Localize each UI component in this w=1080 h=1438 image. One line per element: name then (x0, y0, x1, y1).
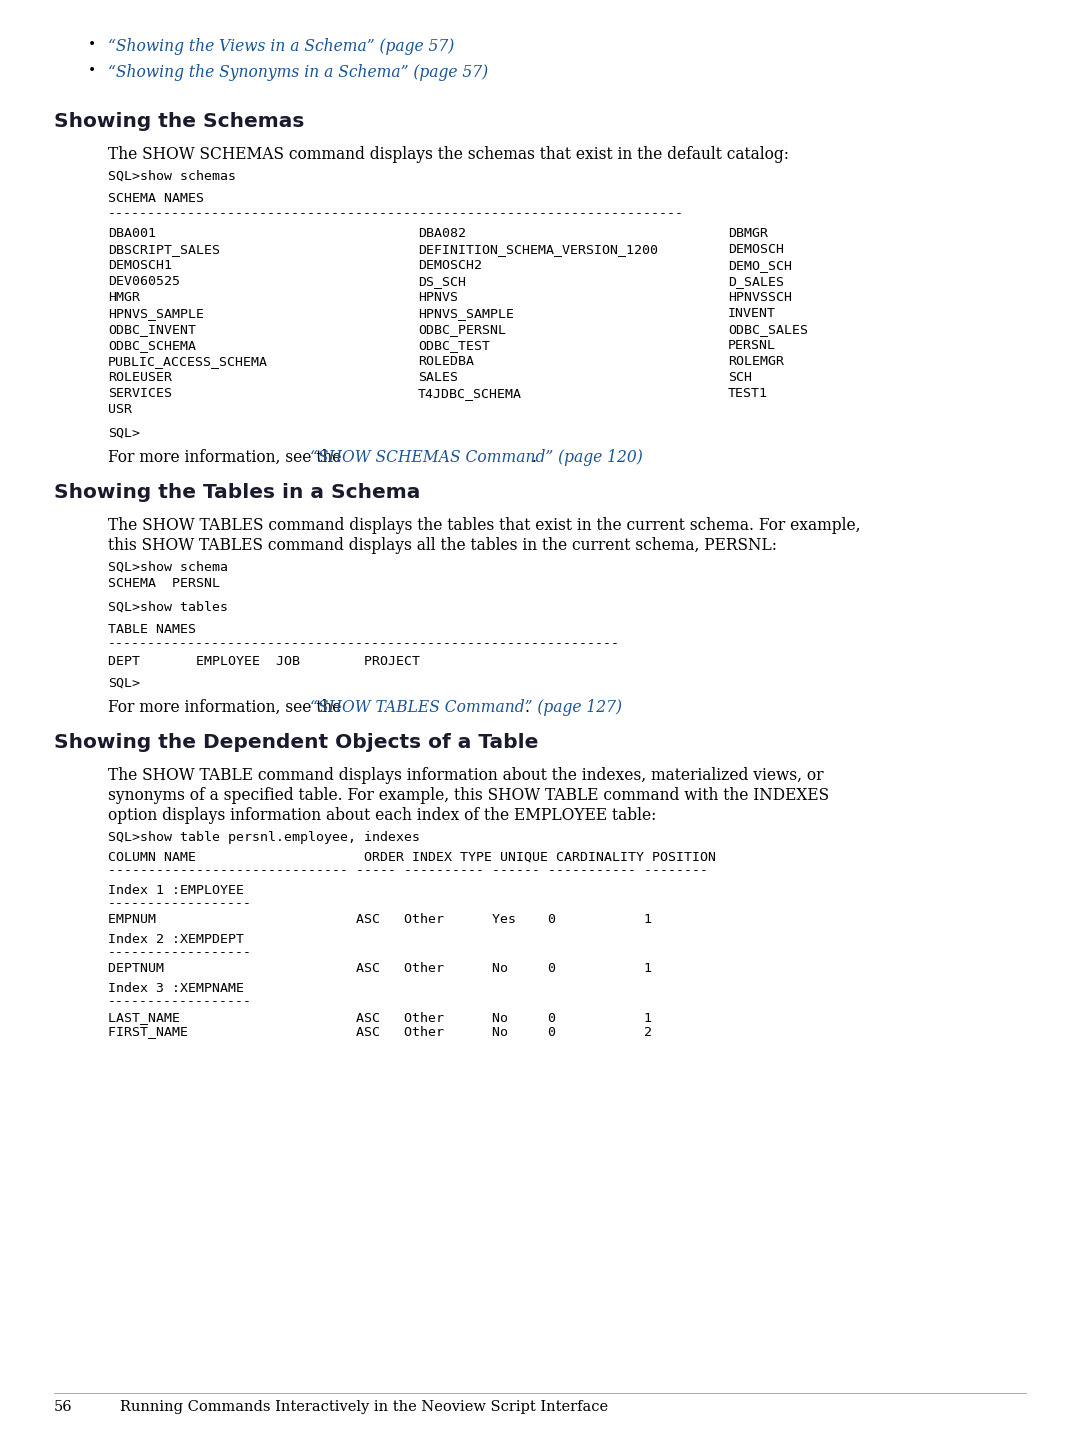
Text: The SHOW TABLES command displays the tables that exist in the current schema. Fo: The SHOW TABLES command displays the tab… (108, 518, 861, 533)
Text: DEFINITION_SCHEMA_VERSION_1200: DEFINITION_SCHEMA_VERSION_1200 (418, 243, 658, 256)
Text: Running Commands Interactively in the Neoview Script Interface: Running Commands Interactively in the Ne… (120, 1401, 608, 1414)
Text: ODBC_SCHEMA: ODBC_SCHEMA (108, 339, 195, 352)
Text: .: . (525, 699, 529, 716)
Text: ROLEDBA: ROLEDBA (418, 355, 474, 368)
Text: T4JDBC_SCHEMA: T4JDBC_SCHEMA (418, 387, 522, 400)
Text: “Showing the Synonyms in a Schema” (page 57): “Showing the Synonyms in a Schema” (page… (108, 65, 488, 81)
Text: “SHOW SCHEMAS Command” (page 120): “SHOW SCHEMAS Command” (page 120) (310, 449, 643, 466)
Text: SQL>: SQL> (108, 677, 140, 690)
Text: “SHOW TABLES Command” (page 127): “SHOW TABLES Command” (page 127) (310, 699, 622, 716)
Text: Showing the Dependent Objects of a Table: Showing the Dependent Objects of a Table (54, 733, 538, 752)
Text: LAST_NAME                      ASC   Other      No     0           1: LAST_NAME ASC Other No 0 1 (108, 1011, 652, 1024)
Text: ROLEMGR: ROLEMGR (728, 355, 784, 368)
Text: SQL>show schema: SQL>show schema (108, 561, 228, 574)
Text: Index 1 :EMPLOYEE: Index 1 :EMPLOYEE (108, 884, 244, 897)
Text: For more information, see the: For more information, see the (108, 449, 347, 466)
Text: HPNVS_SAMPLE: HPNVS_SAMPLE (418, 306, 514, 321)
Text: ODBC_INVENT: ODBC_INVENT (108, 324, 195, 336)
Text: Showing the Schemas: Showing the Schemas (54, 112, 305, 131)
Text: ROLEUSER: ROLEUSER (108, 371, 172, 384)
Text: HPNVSSCH: HPNVSSCH (728, 290, 792, 303)
Text: ODBC_SALES: ODBC_SALES (728, 324, 808, 336)
Text: SQL>show schemas: SQL>show schemas (108, 170, 237, 183)
Text: DEV060525: DEV060525 (108, 275, 180, 288)
Text: DBSCRIPT_SALES: DBSCRIPT_SALES (108, 243, 220, 256)
Text: SCHEMA  PERSNL: SCHEMA PERSNL (108, 577, 220, 590)
Text: For more information, see the: For more information, see the (108, 699, 347, 716)
Text: DBA001: DBA001 (108, 227, 156, 240)
Text: ODBC_TEST: ODBC_TEST (418, 339, 490, 352)
Text: TEST1: TEST1 (728, 387, 768, 400)
Text: PERSNL: PERSNL (728, 339, 777, 352)
Text: SQL>show tables: SQL>show tables (108, 601, 228, 614)
Text: 56: 56 (54, 1401, 72, 1414)
Text: DEPTNUM                        ASC   Other      No     0           1: DEPTNUM ASC Other No 0 1 (108, 962, 652, 975)
Text: DEMOSCH1: DEMOSCH1 (108, 259, 172, 272)
Text: The SHOW TABLE command displays information about the indexes, materialized view: The SHOW TABLE command displays informat… (108, 766, 824, 784)
Text: DEMO_SCH: DEMO_SCH (728, 259, 792, 272)
Text: DEMOSCH: DEMOSCH (728, 243, 784, 256)
Text: FIRST_NAME                     ASC   Other      No     0           2: FIRST_NAME ASC Other No 0 2 (108, 1025, 652, 1038)
Text: ------------------: ------------------ (108, 995, 252, 1008)
Text: ------------------------------------------------------------------------: ----------------------------------------… (108, 207, 684, 220)
Text: ODBC_PERSNL: ODBC_PERSNL (418, 324, 507, 336)
Text: DEMOSCH2: DEMOSCH2 (418, 259, 482, 272)
Text: “Showing the Views in a Schema” (page 57): “Showing the Views in a Schema” (page 57… (108, 37, 455, 55)
Text: SALES: SALES (418, 371, 458, 384)
Text: D_SALES: D_SALES (728, 275, 784, 288)
Text: USR: USR (108, 403, 132, 416)
Text: ------------------: ------------------ (108, 946, 252, 959)
Text: HPNVS: HPNVS (418, 290, 458, 303)
Text: ----------------------------------------------------------------: ----------------------------------------… (108, 637, 620, 650)
Text: SCH: SCH (728, 371, 752, 384)
Text: DBA082: DBA082 (418, 227, 465, 240)
Text: •: • (87, 37, 96, 52)
Text: EMPNUM                         ASC   Other      Yes    0           1: EMPNUM ASC Other Yes 0 1 (108, 913, 652, 926)
Text: .: . (531, 449, 537, 466)
Text: HPNVS_SAMPLE: HPNVS_SAMPLE (108, 306, 204, 321)
Text: INVENT: INVENT (728, 306, 777, 321)
Text: Index 2 :XEMPDEPT: Index 2 :XEMPDEPT (108, 933, 244, 946)
Text: PUBLIC_ACCESS_SCHEMA: PUBLIC_ACCESS_SCHEMA (108, 355, 268, 368)
Text: ------------------: ------------------ (108, 897, 252, 910)
Text: SERVICES: SERVICES (108, 387, 172, 400)
Text: SQL>show table persnl.employee, indexes: SQL>show table persnl.employee, indexes (108, 831, 420, 844)
Text: TABLE NAMES: TABLE NAMES (108, 623, 195, 636)
Text: SCHEMA NAMES: SCHEMA NAMES (108, 193, 204, 206)
Text: DEPT       EMPLOYEE  JOB        PROJECT: DEPT EMPLOYEE JOB PROJECT (108, 654, 420, 669)
Text: Showing the Tables in a Schema: Showing the Tables in a Schema (54, 483, 420, 502)
Text: Index 3 :XEMPNAME: Index 3 :XEMPNAME (108, 982, 244, 995)
Text: SQL>: SQL> (108, 427, 140, 440)
Text: The SHOW SCHEMAS command displays the schemas that exist in the default catalog:: The SHOW SCHEMAS command displays the sc… (108, 147, 789, 162)
Text: DBMGR: DBMGR (728, 227, 768, 240)
Text: option displays information about each index of the EMPLOYEE table:: option displays information about each i… (108, 807, 657, 824)
Text: synonyms of a specified table. For example, this SHOW TABLE command with the IND: synonyms of a specified table. For examp… (108, 787, 829, 804)
Text: COLUMN NAME                     ORDER INDEX TYPE UNIQUE CARDINALITY POSITION: COLUMN NAME ORDER INDEX TYPE UNIQUE CARD… (108, 851, 716, 864)
Text: •: • (87, 65, 96, 78)
Text: HMGR: HMGR (108, 290, 140, 303)
Text: ------------------------------ ----- ---------- ------ ----------- --------: ------------------------------ ----- ---… (108, 864, 708, 877)
Text: this SHOW TABLES command displays all the tables in the current schema, PERSNL:: this SHOW TABLES command displays all th… (108, 536, 777, 554)
Text: DS_SCH: DS_SCH (418, 275, 465, 288)
